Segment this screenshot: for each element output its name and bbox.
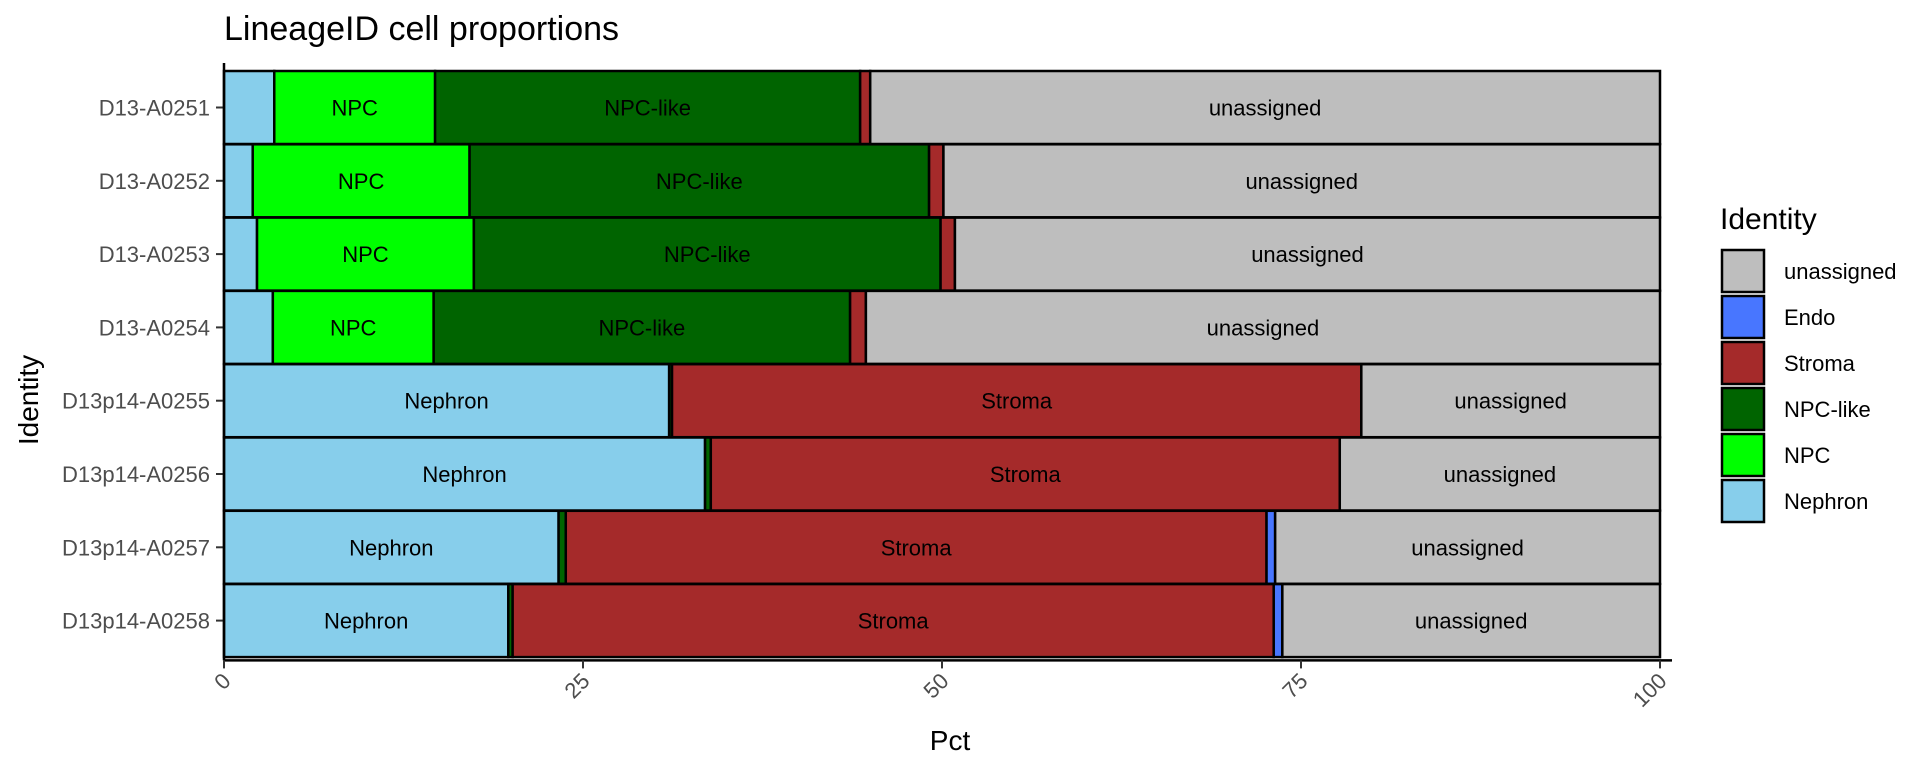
bar-segment-d13-a0253-nephron	[222, 216, 259, 292]
axes-layer: D13-A0251 D13-A0252 D13-A0253 D13-A0254 D13p…	[62, 63, 1672, 712]
segment-label-d13-a0253-npc: NPC	[342, 242, 389, 267]
bar-segment-d13-a0251-npc-like	[433, 69, 862, 146]
legend-key-unassigned	[1720, 248, 1766, 294]
bar-segment-d13p14-a0258-nephron	[222, 582, 510, 659]
y-axis-title: Identity	[13, 355, 44, 445]
legend-key-npc	[1720, 432, 1766, 478]
y-tick-label: D13p14-A0257	[62, 535, 210, 560]
legend-label-unassigned: unassigned	[1784, 259, 1897, 284]
segment-label-d13p14-a0256-stroma: Stroma	[990, 462, 1062, 487]
bar-segment-d13p14-a0256-unassigned	[1338, 436, 1662, 512]
bar-segment-d13-a0252-nephron	[222, 143, 254, 219]
legend-label-endo: Endo	[1784, 305, 1835, 330]
bar-segment-d13p14-a0255-unassigned	[1360, 362, 1662, 439]
bar-segment-d13p14-a0257-endo	[1265, 509, 1277, 586]
bar-segment-d13p14-a0257-unassigned	[1273, 509, 1662, 586]
legend-title: Identity	[1720, 203, 1817, 236]
legend-key-endo	[1720, 294, 1766, 340]
legend-label-npc-like: NPC-like	[1784, 397, 1871, 422]
x-tick-label: 100	[1628, 668, 1672, 712]
bar-segment-d13-a0254-unassigned	[864, 289, 1662, 366]
segment-label-d13-a0252-npc-like: NPC-like	[656, 169, 743, 194]
legend-key-nephron	[1720, 478, 1766, 524]
legend-key-npc-like	[1720, 386, 1766, 432]
segment-label-d13-a0252-unassigned: unassigned	[1245, 169, 1358, 194]
bar-segment-d13-a0251-nephron	[222, 69, 276, 146]
segment-label-d13-a0252-npc: NPC	[338, 169, 385, 194]
chart-title: LineageID cell proportions	[224, 10, 619, 48]
segment-label-d13-a0254-unassigned: unassigned	[1207, 315, 1320, 340]
segment-label-d13-a0251-npc-like: NPC-like	[604, 96, 691, 121]
bar-segment-d13-a0252-stroma	[927, 143, 945, 219]
legend-label-stroma: Stroma	[1784, 351, 1856, 376]
legend-label-nephron: Nephron	[1784, 489, 1868, 514]
segment-label-d13-a0251-unassigned: unassigned	[1209, 96, 1322, 121]
bar-segment-d13-a0254-npc	[271, 289, 435, 366]
bar-segment-d13-a0253-stroma	[939, 216, 957, 292]
segment-label-d13p14-a0256-unassigned: unassigned	[1444, 462, 1557, 487]
bar-segment-d13p14-a0255-stroma	[670, 362, 1363, 439]
y-tick-label: D13p14-A0255	[62, 389, 210, 414]
x-axis-title: Pct	[930, 725, 971, 756]
segment-label-d13-a0254-npc: NPC	[330, 315, 377, 340]
bar-segment-d13p14-a0257-stroma	[564, 509, 1268, 586]
y-tick-label: D13-A0252	[99, 169, 210, 194]
y-tick-label: D13p14-A0258	[62, 609, 210, 634]
bar-segment-d13p14-a0258-stroma	[511, 582, 1275, 659]
bar-segment-d13p14-a0258-endo	[1272, 582, 1284, 659]
x-tick-label: 50	[919, 668, 954, 703]
segment-label-d13-a0253-unassigned: unassigned	[1251, 242, 1364, 267]
y-tick-label: D13-A0253	[99, 242, 210, 267]
legend-label-npc: NPC	[1784, 443, 1831, 468]
segment-label-d13p14-a0255-unassigned: unassigned	[1454, 389, 1567, 414]
segment-label-d13-a0251-npc: NPC	[331, 96, 378, 121]
segment-label-d13p14-a0258-unassigned: unassigned	[1415, 609, 1528, 634]
bar-segment-d13-a0251-npc	[273, 69, 437, 146]
bar-segment-d13-a0254-stroma	[848, 289, 868, 366]
bar-segment-d13-a0251-unassigned	[868, 69, 1662, 146]
segment-label-d13-a0253-npc-like: NPC-like	[664, 242, 751, 267]
legend: Identity unassigned Endo Stroma NPC-like NPC…	[1720, 203, 1897, 524]
y-tick-label: D13-A0251	[99, 96, 210, 121]
segment-label-d13p14-a0257-unassigned: unassigned	[1411, 535, 1524, 560]
segment-label-d13p14-a0258-nephron: Nephron	[324, 609, 408, 634]
y-tick-label: D13p14-A0256	[62, 462, 210, 487]
segment-label-d13p14-a0255-nephron: Nephron	[404, 389, 488, 414]
bar-segment-d13p14-a0257-nephron	[222, 509, 560, 586]
bar-segment-d13-a0251-stroma	[858, 69, 872, 146]
segment-label-d13p14-a0258-stroma: Stroma	[858, 609, 930, 634]
segment-label-d13-a0254-npc-like: NPC-like	[598, 315, 685, 340]
bar-segment-d13-a0254-nephron	[222, 289, 275, 366]
x-tick-label: 75	[1278, 668, 1313, 703]
segment-label-d13p14-a0256-nephron: Nephron	[422, 462, 506, 487]
bar-segment-d13-a0252-unassigned	[942, 143, 1662, 219]
x-tick-label: 25	[560, 668, 595, 703]
segment-label-d13p14-a0257-stroma: Stroma	[881, 535, 953, 560]
bars-layer: NPC NPC-like unassigned NPC NPC-like unassign…	[222, 69, 1662, 659]
bar-segment-d13-a0253-npc-like	[472, 216, 942, 292]
x-tick-label: 0	[209, 668, 235, 694]
bar-segment-d13p14-a0258-unassigned	[1281, 582, 1662, 659]
segment-label-d13p14-a0255-stroma: Stroma	[981, 389, 1053, 414]
segment-label-d13p14-a0257-nephron: Nephron	[349, 535, 433, 560]
legend-key-stroma	[1720, 340, 1766, 386]
y-tick-label: D13-A0254	[99, 315, 210, 340]
